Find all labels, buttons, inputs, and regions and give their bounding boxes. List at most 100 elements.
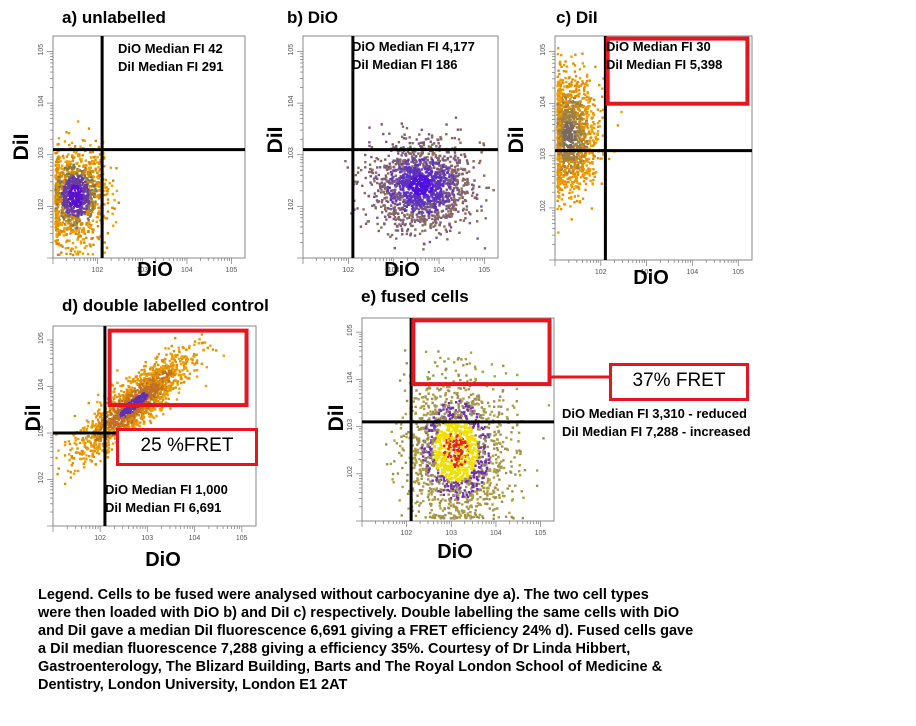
- event-point: [556, 147, 559, 150]
- event-point: [449, 155, 452, 159]
- event-point: [411, 215, 414, 219]
- event-point: [464, 183, 467, 186]
- event-point: [431, 163, 435, 167]
- event-point: [120, 417, 124, 420]
- event-point: [56, 190, 59, 194]
- event-point: [85, 187, 88, 190]
- event-point: [454, 146, 457, 149]
- event-point: [443, 215, 447, 219]
- event-point: [461, 209, 465, 212]
- event-point: [559, 207, 563, 211]
- event-point: [438, 232, 441, 235]
- panel-b-y-tick-label: 103: [288, 147, 295, 159]
- event-point: [83, 210, 86, 214]
- event-point: [72, 194, 76, 197]
- event-point: [448, 175, 451, 179]
- event-point: [592, 144, 595, 147]
- event-point: [166, 394, 169, 397]
- event-point: [593, 175, 596, 178]
- event-point: [371, 204, 374, 208]
- event-point: [61, 209, 64, 212]
- event-point: [400, 135, 404, 139]
- event-point: [556, 52, 560, 56]
- event-point: [398, 218, 401, 221]
- event-point: [432, 175, 435, 178]
- event-point: [111, 206, 114, 210]
- event-point: [450, 136, 454, 140]
- event-point: [564, 143, 568, 146]
- event-point: [409, 198, 412, 201]
- event-point: [563, 143, 566, 146]
- event-point: [416, 202, 419, 205]
- event-point: [90, 424, 94, 427]
- event-point: [57, 215, 61, 218]
- event-point: [420, 178, 423, 181]
- event-point: [450, 168, 454, 171]
- event-point: [407, 203, 411, 207]
- event-point: [441, 157, 444, 160]
- event-point: [581, 132, 584, 136]
- event-point: [83, 201, 87, 205]
- event-point: [64, 185, 67, 188]
- event-point: [579, 151, 583, 154]
- event-point: [105, 246, 109, 249]
- event-point: [564, 102, 568, 106]
- event-point: [561, 126, 564, 130]
- panel-d-x-tick-label: 104: [189, 535, 201, 542]
- event-point: [381, 177, 385, 181]
- event-point: [403, 213, 406, 217]
- event-point: [93, 204, 97, 207]
- event-point: [403, 215, 406, 218]
- event-point: [71, 154, 74, 157]
- event-point: [484, 217, 487, 220]
- event-point: [428, 161, 432, 164]
- event-point: [584, 108, 587, 111]
- event-point: [427, 214, 430, 218]
- event-point: [86, 217, 90, 220]
- event-point: [422, 181, 425, 184]
- event-point: [87, 193, 91, 197]
- event-point: [483, 247, 487, 250]
- event-point: [435, 197, 438, 201]
- event-point: [408, 183, 411, 187]
- event-point: [577, 89, 581, 92]
- event-point: [589, 132, 592, 135]
- event-point: [420, 210, 423, 214]
- event-point: [578, 136, 581, 140]
- event-point: [54, 240, 57, 243]
- event-point: [593, 172, 597, 175]
- event-point: [88, 196, 92, 199]
- event-point: [465, 159, 469, 162]
- event-point: [77, 236, 80, 239]
- event-point: [90, 237, 93, 240]
- panel-c-x-axis-label: DiO: [633, 267, 669, 289]
- event-point: [428, 179, 432, 182]
- event-point: [89, 156, 93, 159]
- event-point: [103, 203, 106, 206]
- event-point: [65, 199, 68, 202]
- event-point: [70, 190, 73, 193]
- event-point: [55, 218, 59, 222]
- event-point: [392, 180, 395, 184]
- event-point: [396, 192, 399, 195]
- event-point: [574, 53, 577, 56]
- event-point: [460, 187, 463, 190]
- event-point: [97, 197, 101, 200]
- event-point: [359, 225, 363, 228]
- event-point: [403, 160, 407, 164]
- event-point: [95, 189, 98, 192]
- event-point: [72, 177, 75, 181]
- event-point: [587, 132, 590, 135]
- event-point: [620, 110, 623, 114]
- event-point: [389, 189, 393, 193]
- event-point: [557, 159, 560, 162]
- event-point: [74, 232, 78, 235]
- event-point: [406, 217, 409, 220]
- event-point: [558, 205, 561, 208]
- event-point: [69, 224, 73, 227]
- event-point: [439, 191, 442, 194]
- event-point: [429, 187, 432, 190]
- event-point: [464, 217, 467, 220]
- event-point: [463, 153, 466, 156]
- event-point: [572, 115, 576, 119]
